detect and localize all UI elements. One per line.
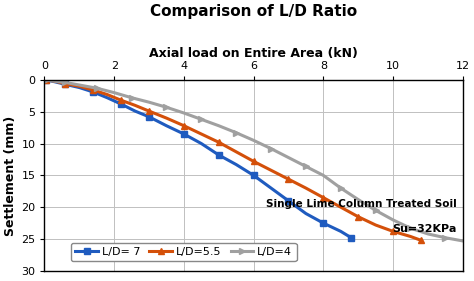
L/D=5.5 <box>118 99 124 102</box>
L/D=4 <box>216 124 222 127</box>
L/D=4 <box>373 209 378 212</box>
L/D=5.5 <box>408 235 413 238</box>
Line: L/D=4: L/D=4 <box>44 77 465 244</box>
L/D= 7 <box>104 96 110 99</box>
L/D= 7 <box>164 124 169 127</box>
L/D=5.5 <box>356 215 361 218</box>
L/D= 7 <box>146 115 152 119</box>
L/D=4 <box>251 139 256 142</box>
Text: Su=32KPa: Su=32KPa <box>392 224 456 234</box>
L/D=5.5 <box>418 239 424 242</box>
L/D=5.5 <box>76 85 82 88</box>
L/D= 7 <box>132 109 138 113</box>
L/D=5.5 <box>132 104 138 107</box>
L/D=4 <box>94 87 100 90</box>
Y-axis label: Settlement (mm): Settlement (mm) <box>4 115 17 235</box>
L/D=4 <box>52 80 58 83</box>
L/D= 7 <box>52 80 58 83</box>
L/D=5.5 <box>286 178 292 181</box>
L/D=5.5 <box>63 82 68 85</box>
L/D= 7 <box>63 83 68 86</box>
L/D= 7 <box>199 142 204 145</box>
Line: L/D=5.5: L/D=5.5 <box>43 76 424 244</box>
L/D=5.5 <box>146 109 152 113</box>
Legend: L/D= 7, L/D=5.5, L/D=4: L/D= 7, L/D=5.5, L/D=4 <box>71 243 297 261</box>
L/D=4 <box>408 226 413 230</box>
L/D= 7 <box>44 78 49 81</box>
L/D=4 <box>44 78 49 81</box>
L/D=5.5 <box>164 116 169 120</box>
L/D=5.5 <box>91 89 96 92</box>
L/D= 7 <box>181 132 187 136</box>
L/D=5.5 <box>199 132 204 136</box>
L/D= 7 <box>348 236 354 239</box>
L/D=4 <box>181 111 187 115</box>
L/D=4 <box>129 96 135 99</box>
L/D=4 <box>63 81 68 84</box>
L/D=5.5 <box>52 80 58 83</box>
L/D= 7 <box>251 174 256 177</box>
L/D= 7 <box>286 199 292 203</box>
L/D= 7 <box>91 90 96 94</box>
X-axis label: Axial load on Entire Area (kN): Axial load on Entire Area (kN) <box>149 47 358 60</box>
L/D=5.5 <box>303 186 309 190</box>
L/D=4 <box>303 165 309 168</box>
Text: Single Lime Column Treated Soil: Single Lime Column Treated Soil <box>266 199 456 209</box>
L/D=5.5 <box>338 205 344 209</box>
L/D=4 <box>390 218 396 222</box>
L/D=5.5 <box>233 150 239 153</box>
L/D=5.5 <box>216 140 222 144</box>
L/D=4 <box>199 118 204 121</box>
L/D=5.5 <box>181 124 187 127</box>
Title: Comparison of L/D Ratio: Comparison of L/D Ratio <box>150 4 357 19</box>
L/D=4 <box>425 232 431 235</box>
L/D=5.5 <box>320 196 326 199</box>
L/D= 7 <box>216 153 222 157</box>
Line: L/D= 7: L/D= 7 <box>44 77 354 241</box>
L/D=4 <box>164 106 169 109</box>
L/D=4 <box>111 91 117 94</box>
L/D=4 <box>460 239 465 243</box>
L/D=4 <box>320 174 326 177</box>
L/D=4 <box>356 198 361 201</box>
L/D=4 <box>76 83 82 87</box>
L/D=4 <box>233 131 239 134</box>
L/D=5.5 <box>44 78 49 81</box>
L/D= 7 <box>320 221 326 225</box>
L/D= 7 <box>303 212 309 215</box>
L/D=4 <box>268 147 274 150</box>
L/D=4 <box>286 156 292 159</box>
L/D= 7 <box>338 230 344 233</box>
L/D= 7 <box>268 186 274 190</box>
L/D=5.5 <box>104 93 110 96</box>
L/D=5.5 <box>268 169 274 172</box>
L/D=5.5 <box>390 230 396 233</box>
L/D=4 <box>443 236 448 239</box>
L/D= 7 <box>76 86 82 89</box>
L/D=4 <box>338 186 344 190</box>
L/D=5.5 <box>251 160 256 163</box>
L/D=5.5 <box>373 223 378 227</box>
L/D= 7 <box>233 163 239 166</box>
L/D= 7 <box>118 102 124 106</box>
L/D=4 <box>146 101 152 104</box>
